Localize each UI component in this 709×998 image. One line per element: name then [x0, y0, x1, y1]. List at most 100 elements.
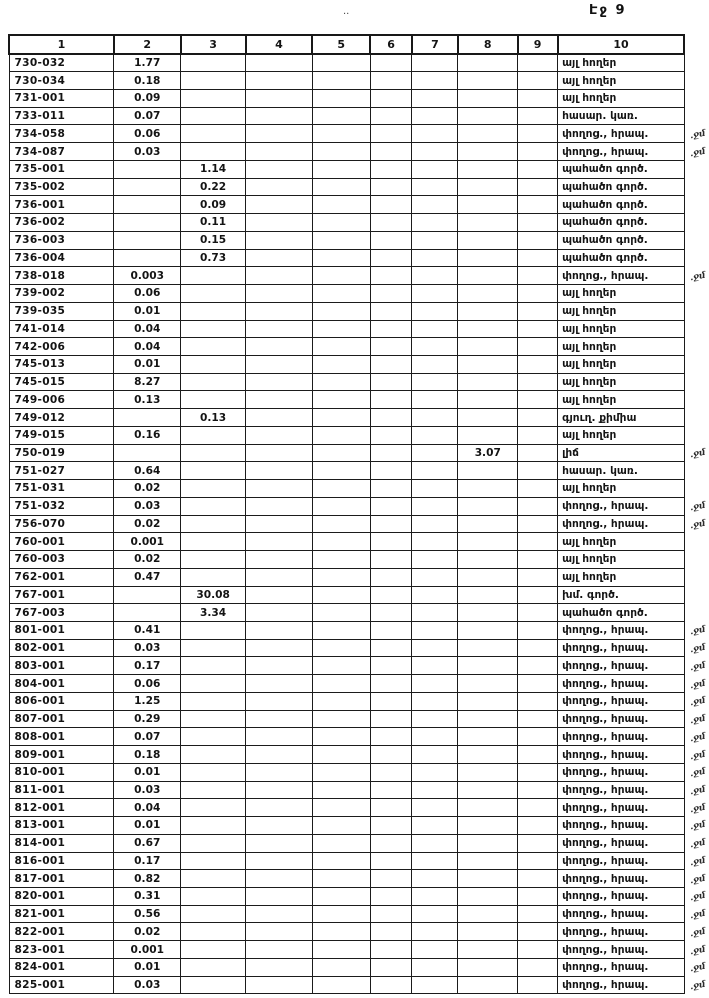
- cell-col10: պահածո գործ.: [557, 213, 685, 232]
- cell-col7: [411, 762, 459, 782]
- cell-col6: [369, 762, 413, 782]
- cell-col8: [457, 390, 519, 410]
- cell-col5: [311, 550, 371, 569]
- cell-col3: [180, 567, 247, 587]
- cell-col2: 0.03: [113, 780, 182, 800]
- cell-col5: [311, 709, 371, 729]
- cell-col10: այլ հողեր: [557, 390, 685, 410]
- handwritten-mark: .ջմ: [689, 891, 707, 904]
- margin-annotation: [684, 551, 708, 569]
- cell-col9: [517, 762, 559, 782]
- margin-annotation: .ջմ: [684, 125, 708, 143]
- cell-col6: [369, 656, 413, 676]
- cell-col10: այլ հողեր: [557, 319, 685, 339]
- cell-col1: 734-087: [8, 142, 115, 161]
- margin-annotation: [684, 89, 708, 107]
- cell-col10: փողոց., հրապ.: [557, 124, 685, 144]
- cell-col3: [180, 922, 247, 942]
- table-row: 825-001 0.03 փողոց., հրապ. .ջմ: [8, 975, 709, 995]
- cell-col3: 0.15: [180, 230, 247, 250]
- margin-annotation: .ջմ: [684, 923, 708, 941]
- cell-col6: [369, 833, 413, 853]
- cell-col4: [245, 461, 313, 481]
- cell-col7: [411, 88, 459, 108]
- cell-col3: [180, 887, 247, 906]
- handwritten-mark: .ջմ: [689, 731, 707, 745]
- cell-col6: [369, 691, 413, 711]
- cell-col7: [411, 284, 459, 303]
- cell-col2: 0.07: [113, 727, 182, 747]
- cell-col1: 811-001: [8, 780, 115, 800]
- cell-col1: 738-018: [8, 266, 115, 286]
- cell-col7: [411, 975, 459, 995]
- cell-col2: 0.18: [113, 71, 182, 90]
- cell-col8: [457, 354, 519, 374]
- cell-col2: 0.04: [113, 337, 182, 356]
- cell-col6: [369, 461, 413, 481]
- cell-col2: [113, 408, 182, 427]
- cell-col5: [311, 514, 371, 534]
- cell-col6: [369, 816, 413, 835]
- cell-col8: [457, 213, 519, 232]
- cell-col2: 0.41: [113, 621, 182, 640]
- table-row: 814-001 0.67 փողոց., հրապ. .ջմ: [8, 833, 709, 853]
- table-row: 731-001 0.09 այլ հողեր: [8, 88, 709, 108]
- cell-col9: [517, 319, 559, 339]
- cell-col1: 731-001: [8, 88, 115, 108]
- table-row: 745-013 0.01 այլ հողեր: [8, 354, 709, 374]
- cell-col2: 0.06: [113, 674, 182, 693]
- cell-col10: փողոց., հրապ.: [557, 780, 685, 800]
- cell-col6: [369, 709, 413, 729]
- cell-col2: 0.03: [113, 638, 182, 658]
- cell-col3: 0.13: [180, 408, 247, 427]
- cell-col8: [457, 727, 519, 747]
- cell-col10: փողոց., հրապ.: [557, 851, 685, 871]
- cell-col5: [311, 390, 371, 410]
- cell-col10: այլ հողեր: [557, 88, 685, 108]
- cell-col7: [411, 851, 459, 871]
- cell-col1: 749-012: [8, 408, 115, 427]
- cell-col2: 0.17: [113, 851, 182, 871]
- margin-annotation: [684, 196, 708, 214]
- cell-col4: [245, 514, 313, 534]
- cell-col3: 0.09: [180, 195, 247, 215]
- cell-col5: [311, 230, 371, 250]
- handwritten-mark: .ջմ: [689, 500, 707, 514]
- cell-col9: [517, 337, 559, 356]
- cell-col9: [517, 603, 559, 622]
- table-row: 822-001 0.02 փողոց., հրապ. .ջմ: [8, 922, 709, 942]
- cell-col7: [411, 869, 459, 889]
- cell-col2: 0.16: [113, 425, 182, 445]
- cell-col1: 751-027: [8, 461, 115, 481]
- cell-col3: [180, 816, 247, 835]
- handwritten-mark: .ջմ: [689, 820, 707, 833]
- cell-col7: [411, 301, 459, 321]
- cell-col6: [369, 425, 413, 445]
- margin-annotation: .ջմ: [684, 976, 708, 994]
- cell-col5: [311, 745, 371, 764]
- cell-col3: 0.11: [180, 213, 247, 232]
- cell-col5: [311, 177, 371, 197]
- cell-col7: [411, 656, 459, 676]
- cell-col5: [311, 195, 371, 215]
- cell-col7: [411, 833, 459, 853]
- cell-col2: 0.01: [113, 301, 182, 321]
- cell-col10: փողոց., հրապ.: [557, 940, 685, 959]
- handwritten-mark: .ջմ: [689, 979, 707, 993]
- cell-col2: 0.18: [113, 745, 182, 764]
- cell-col8: [457, 284, 519, 303]
- cell-col8: [457, 479, 519, 498]
- cell-col5: [311, 727, 371, 747]
- cell-col10: փողոց., հրապ.: [557, 266, 685, 286]
- table-row: 816-001 0.17 փողոց., հրապ. .ջմ: [8, 851, 709, 871]
- handwritten-mark: .ջմ: [689, 908, 707, 922]
- margin-annotation: .ջմ: [684, 622, 708, 640]
- cell-col8: [457, 603, 519, 622]
- cell-col4: [245, 656, 313, 676]
- cell-col1: 745-015: [8, 372, 115, 392]
- cell-col8: [457, 957, 519, 977]
- cell-col3: [180, 425, 247, 445]
- cell-col9: [517, 514, 559, 534]
- cell-col9: [517, 461, 559, 481]
- cell-col3: [180, 638, 247, 658]
